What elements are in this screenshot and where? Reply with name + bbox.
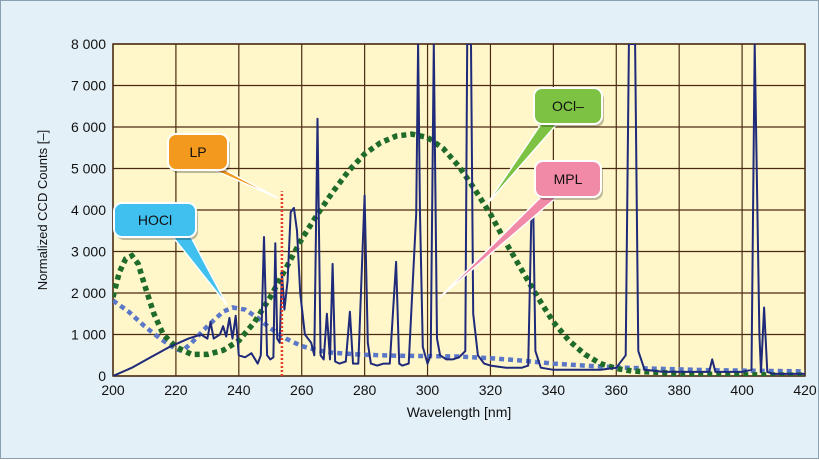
callout-hocl-label: HOCl	[138, 212, 172, 228]
callout-ocl-box	[533, 87, 603, 125]
y-tick-label: 0	[98, 368, 106, 384]
callout-lp: LP	[167, 133, 279, 199]
callout-lp-label: LP	[189, 144, 206, 160]
callout-mpl: MPL	[438, 160, 603, 299]
plot-border	[112, 43, 806, 377]
callout-ocl-label: OCl–	[552, 98, 584, 114]
x-axis-label: Wavelength [nm]	[407, 404, 512, 420]
y-tick-label: 3 000	[71, 244, 106, 260]
y-tick-label: 5 000	[71, 161, 106, 177]
series-mpl-line	[113, 44, 805, 376]
y-tick-label: 6 000	[71, 119, 106, 135]
y-axis-label: Normalized CCD Counts [–]	[35, 130, 50, 290]
x-tick-label: 400	[730, 382, 754, 398]
y-tick-label: 1 000	[71, 327, 106, 343]
y-tick-label: 4 000	[71, 202, 106, 218]
x-tick-label: 420	[793, 382, 817, 398]
callout-lp-box	[167, 133, 229, 171]
callout-ocl: OCl–	[486, 87, 604, 205]
series-ocl-line	[113, 131, 805, 376]
callout-hocl: HOCl	[113, 202, 228, 306]
x-tick-label: 300	[416, 382, 440, 398]
y-tick-label: 2 000	[71, 285, 106, 301]
x-tick-label: 360	[605, 382, 629, 398]
y-tick-label: 8 000	[71, 36, 106, 52]
x-tick-label: 280	[353, 382, 377, 398]
callout-hocl-box	[113, 202, 197, 238]
callout-mpl-box	[534, 160, 602, 198]
x-tick-label: 200	[101, 382, 125, 398]
x-tick-label: 380	[668, 382, 692, 398]
x-tick-label: 260	[290, 382, 314, 398]
x-tick-label: 240	[227, 382, 251, 398]
x-tick-label: 220	[164, 382, 188, 398]
callout-mpl-label: MPL	[554, 171, 583, 187]
x-tick-label: 340	[542, 382, 566, 398]
y-tick-label: 7 000	[71, 78, 106, 94]
x-tick-label: 320	[479, 382, 503, 398]
